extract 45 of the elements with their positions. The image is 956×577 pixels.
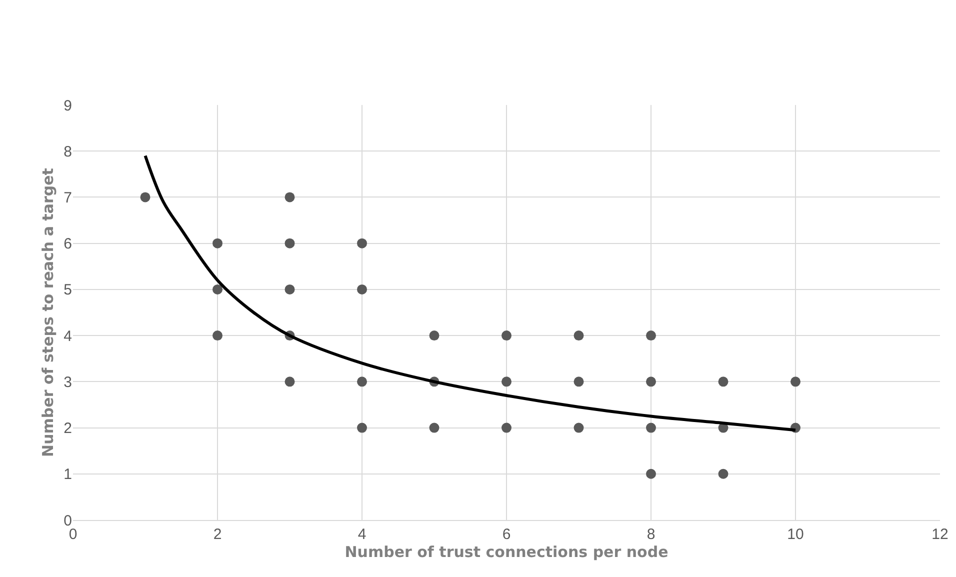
point (574, 422, 584, 433)
y-tick-label: 6 (64, 236, 72, 253)
point (718, 468, 728, 479)
point (429, 330, 440, 341)
point (357, 238, 367, 248)
x-tick-label: 12 (932, 526, 948, 543)
y-tick-label: 5 (64, 282, 72, 299)
point (646, 330, 656, 341)
point (502, 422, 512, 433)
y-tick-label: 0 (64, 512, 72, 530)
y-axis-title: Number of steps to reach a target (38, 168, 57, 457)
x-tick-label: 10 (787, 526, 804, 543)
point (284, 238, 295, 248)
point (502, 330, 512, 341)
point (212, 330, 222, 341)
point (357, 376, 367, 387)
point (574, 376, 584, 387)
x-tick-label: 2 (213, 526, 222, 543)
point (646, 468, 656, 479)
y-tick-label: 4 (64, 328, 72, 345)
x-tick-label: 8 (646, 526, 656, 543)
x-tick-label: 6 (502, 526, 511, 543)
point (212, 238, 222, 248)
point (357, 284, 367, 294)
point (212, 284, 222, 294)
point (284, 376, 295, 387)
point (646, 422, 656, 433)
y-tick-label: 3 (64, 374, 72, 391)
point (284, 284, 295, 294)
point (574, 330, 584, 341)
point (140, 192, 150, 202)
point (718, 376, 728, 387)
y-tick-label: 7 (64, 189, 72, 206)
y-tick-label: 8 (64, 143, 72, 160)
point (790, 376, 800, 387)
point (646, 376, 656, 387)
x-tick-label: 4 (358, 526, 366, 543)
point (502, 376, 512, 387)
y-tick-label: 1 (64, 466, 72, 484)
y-tick-label: 2 (64, 420, 72, 438)
y-tick-label: 9 (64, 97, 72, 114)
point (357, 422, 367, 433)
point (429, 422, 440, 433)
point (284, 192, 295, 202)
x-axis-title: Number of trust connections per node (344, 543, 668, 561)
